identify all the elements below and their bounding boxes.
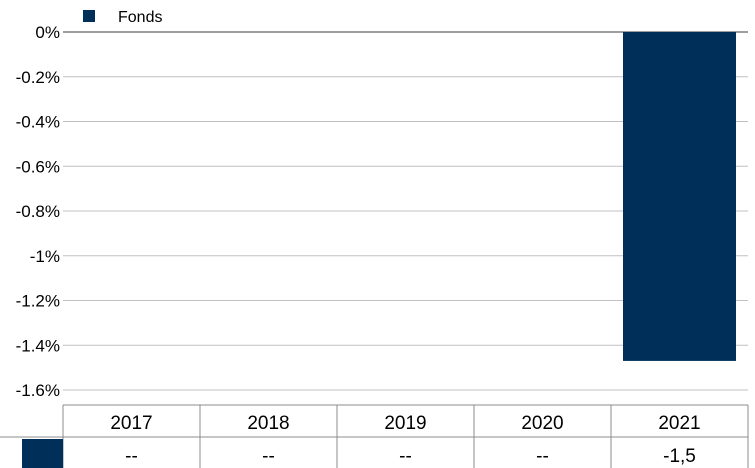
y-tick-label: -1.6% [16, 381, 60, 400]
table-cell: -1,5 [663, 446, 696, 467]
bars [623, 32, 736, 361]
table-cell: -- [125, 446, 138, 467]
y-tick-label: -1.2% [16, 292, 60, 311]
y-tick-label: -0.8% [16, 202, 60, 221]
legend: Fonds [83, 9, 162, 26]
table-header-cell: 2019 [384, 413, 426, 434]
table-row-swatch [22, 439, 63, 468]
table-header-cell: 2017 [110, 413, 152, 434]
y-tick-label: -0.6% [16, 157, 60, 176]
table-cell: -- [536, 446, 549, 467]
legend-swatch-fonds [83, 10, 95, 22]
table-header-cell: 2018 [247, 413, 289, 434]
y-tick-label: -0.4% [16, 113, 60, 132]
bar-2021 [623, 32, 736, 361]
y-tick-label: 0% [35, 23, 60, 42]
table-cell: -- [262, 446, 275, 467]
data-table: 2017 2018 2019 2020 2021 -- -- -- -- -1,5 [0, 404, 749, 468]
y-tick-label: -0.2% [16, 68, 60, 87]
table-header-cell: 2020 [521, 413, 563, 434]
y-axis-ticks: 0% -0.2% -0.4% -0.6% -0.8% -1% -1.2% -1.4% -1.6% [16, 23, 60, 400]
legend-label-fonds: Fonds [118, 9, 162, 26]
table-cell: -- [399, 446, 412, 467]
y-tick-label: -1% [30, 247, 60, 266]
table-header-cell: 2021 [658, 413, 700, 434]
y-tick-label: -1.4% [16, 336, 60, 355]
